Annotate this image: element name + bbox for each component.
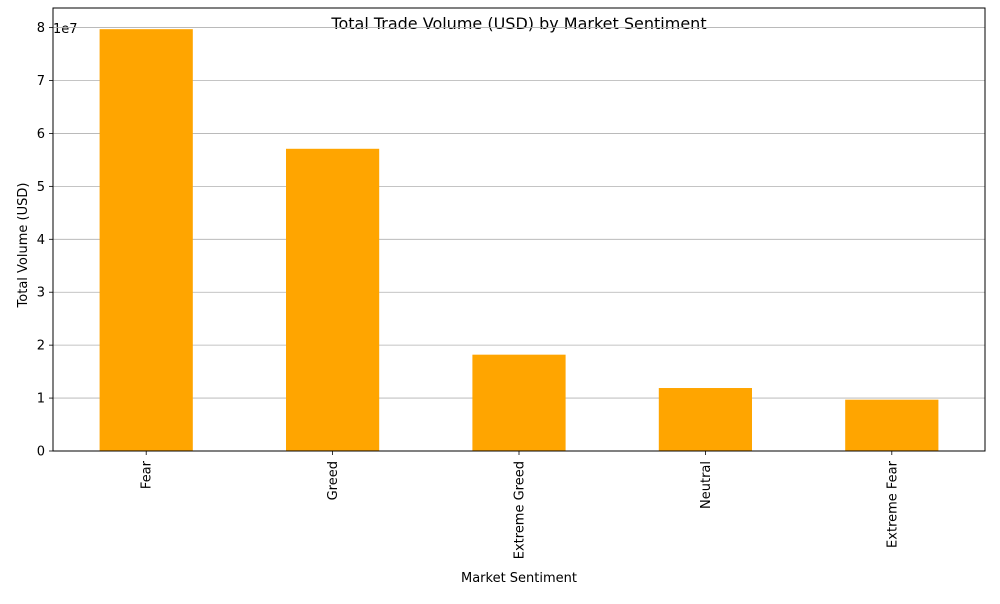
y-tick-label: 4 [37,233,45,248]
bar-extreme-fear [845,399,939,451]
x-tick-label: Fear [140,460,155,489]
bar-neutral [658,388,752,451]
y-tick-label: 1 [37,392,45,407]
bar-greed [286,148,380,452]
y-axis-ticks: 0 1 2 3 4 5 6 7 8 [37,21,53,460]
y-tick-label: 5 [37,180,45,195]
x-tick-label: Extreme Greed [513,461,528,559]
y-axis-offset-label: 1e7 [53,22,78,37]
x-tick-label: Greed [326,461,341,500]
gridlines [53,27,985,452]
x-axis-ticks: Fear Greed Extreme Greed Neutral Extreme Fea… [140,451,900,559]
x-tick-label: Extreme Fear [885,460,900,548]
y-tick-label: 8 [37,21,45,36]
bar-extreme-greed [472,354,566,451]
plot-frame [52,7,986,452]
y-tick-label: 0 [37,445,45,460]
x-tick-label: Neutral [699,461,714,509]
y-tick-label: 3 [37,286,45,301]
bar-fear [99,29,193,452]
chart-title: Total Trade Volume (USD) by Market Senti… [330,14,706,33]
bars [99,29,939,452]
x-axis-label: Market Sentiment [461,571,577,586]
y-axis-label: Total Volume (USD) [16,183,31,309]
y-tick-label: 2 [37,339,45,354]
y-tick-label: 6 [37,127,45,142]
y-tick-label: 7 [37,74,45,89]
